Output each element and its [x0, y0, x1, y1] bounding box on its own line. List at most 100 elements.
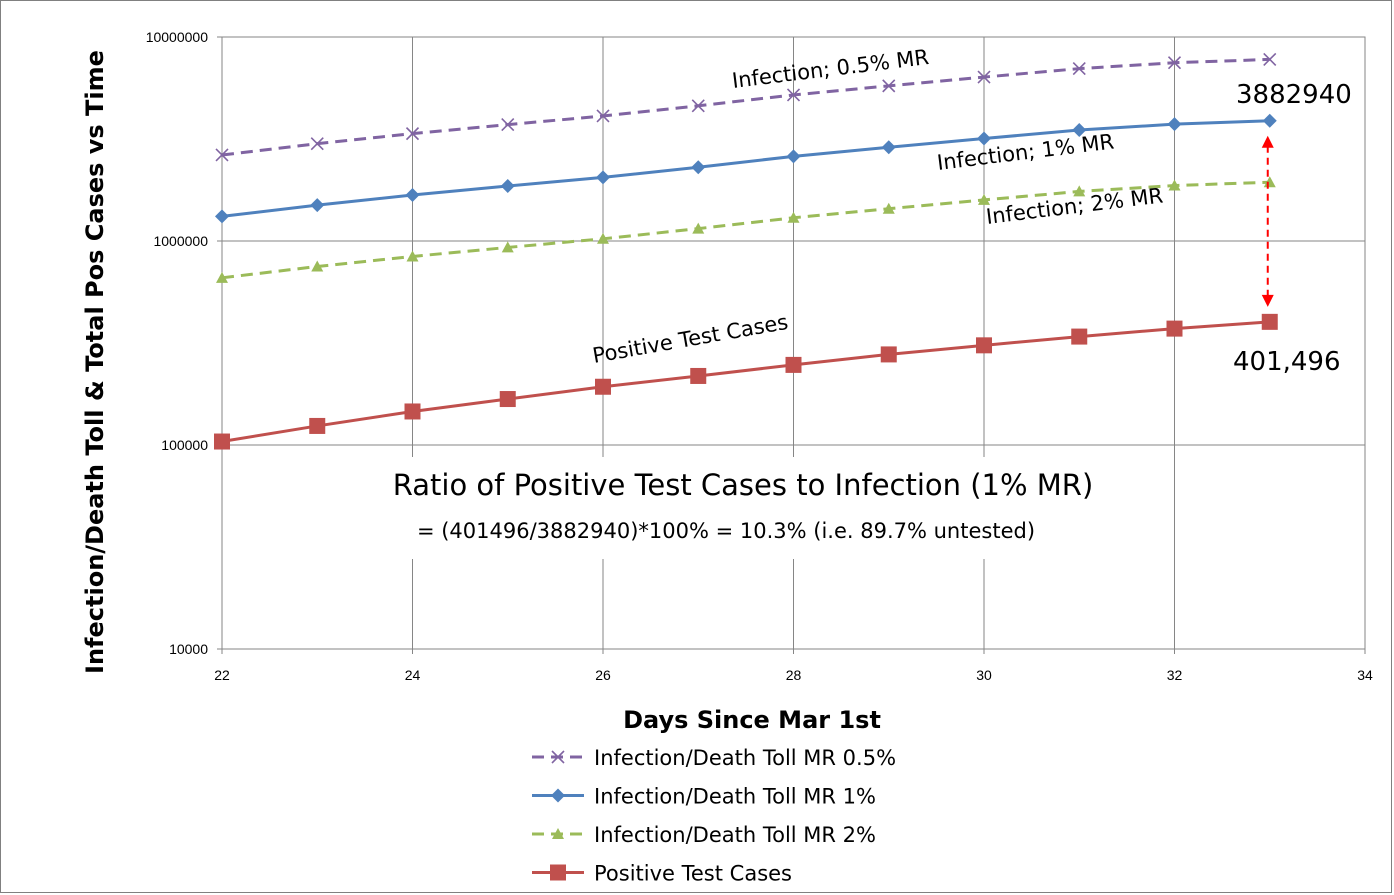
data-point — [1071, 328, 1088, 345]
series-line — [221, 320, 1270, 444]
data-point — [1261, 313, 1278, 330]
data-point — [1166, 320, 1183, 337]
y-tick-label: 10000000 — [146, 29, 209, 45]
x-tick-label: 26 — [595, 667, 611, 683]
data-point — [881, 140, 896, 155]
data-point — [977, 70, 991, 84]
data-point — [596, 170, 610, 185]
x-tick-label: 28 — [786, 667, 802, 683]
y-tick-label: 1000000 — [153, 233, 208, 249]
y-axis-title: Infection/Death Toll & Total Pos Cases v… — [81, 50, 109, 674]
data-point — [597, 232, 609, 244]
data-point — [880, 346, 897, 363]
series-3 — [216, 176, 1276, 283]
data-point — [499, 391, 516, 408]
data-point — [691, 160, 706, 175]
marker-stroke — [405, 127, 420, 141]
legend-label: Infection/Death Toll MR 2% — [594, 823, 876, 847]
marker-stroke — [596, 109, 610, 123]
data-point — [596, 109, 610, 123]
x-tick-label: 32 — [1167, 667, 1183, 683]
data-point — [976, 337, 992, 354]
data-point — [215, 209, 229, 224]
x-tick-label: 34 — [1357, 667, 1373, 683]
series-group — [214, 52, 1278, 450]
series-line — [221, 57, 1270, 157]
data-point — [215, 148, 229, 162]
data-point — [214, 433, 230, 450]
legend-label: Infection/Death Toll MR 0.5% — [594, 746, 896, 770]
series-line — [221, 119, 1270, 218]
value-label-bottom: 401,496 — [1233, 347, 1341, 377]
data-point — [1167, 117, 1182, 132]
legend-item-4: Positive Test Cases — [532, 862, 792, 886]
data-point — [501, 118, 515, 132]
data-point — [1168, 179, 1181, 191]
marker-stroke — [215, 148, 229, 162]
data-point — [310, 198, 325, 213]
data-point — [405, 127, 420, 141]
x-tick-label: 24 — [405, 667, 421, 683]
marker-stroke — [1167, 56, 1182, 70]
legend-marker — [550, 864, 566, 881]
data-point — [595, 378, 611, 395]
x-axis-title: Days Since Mar 1st — [623, 706, 881, 734]
legend-marker — [551, 788, 565, 803]
data-point — [978, 193, 990, 205]
difference-arrow — [1261, 135, 1274, 307]
arrow-head-down — [1261, 294, 1274, 307]
data-point — [787, 211, 800, 223]
x-tick-label: 22 — [214, 667, 230, 683]
data-point — [882, 79, 896, 93]
legend-item-1: Infection/Death Toll MR 0.5% — [532, 746, 896, 770]
data-point — [1073, 185, 1086, 197]
marker-stroke — [501, 118, 515, 132]
marker-stroke — [310, 137, 324, 151]
data-point — [785, 356, 802, 373]
data-point — [310, 137, 324, 151]
marker-stroke — [786, 88, 801, 102]
data-point — [406, 250, 419, 262]
tick-labels: 22 24 26 28 30 32 34 10000 100000 1000000 10000000 — [146, 29, 1373, 683]
ratio-annotation: Ratio of Positive Test Cases to Infectio… — [365, 457, 1122, 559]
x-tick-label: 30 — [976, 667, 992, 683]
data-point — [786, 88, 801, 102]
ratio-formula: = (401496/3882940)*100% = 10.3% (i.e. 89… — [417, 519, 1035, 543]
data-point — [692, 222, 705, 234]
ratio-annotation-background — [365, 457, 1122, 559]
arrow-head-up — [1261, 135, 1274, 148]
legend-label: Positive Test Cases — [594, 862, 792, 886]
series-line — [221, 180, 1270, 280]
legend-marker — [552, 828, 564, 839]
marker-stroke — [882, 79, 896, 93]
data-point — [1263, 52, 1277, 66]
data-point — [1072, 62, 1086, 76]
marker-stroke — [1072, 62, 1086, 76]
data-point — [311, 260, 324, 272]
data-point — [1072, 123, 1087, 138]
marker-stroke — [691, 99, 705, 113]
data-point — [691, 99, 705, 113]
ratio-title: Ratio of Positive Test Cases to Infectio… — [393, 468, 1094, 502]
legend-item-2: Infection/Death Toll MR 1% — [532, 785, 876, 809]
legend-marker — [551, 750, 565, 764]
y-tick-label: 10000 — [169, 641, 208, 657]
legend-label: Infection/Death Toll MR 1% — [594, 785, 876, 809]
data-point — [405, 188, 420, 203]
data-point — [690, 367, 707, 384]
data-point — [500, 179, 515, 194]
marker-stroke — [551, 750, 565, 764]
series-4 — [214, 313, 1278, 450]
data-point — [309, 417, 326, 434]
data-point — [404, 403, 421, 420]
series-1 — [215, 52, 1277, 162]
series-2 — [215, 113, 1277, 224]
data-point — [786, 149, 801, 164]
legend-item-3: Infection/Death Toll MR 2% — [532, 823, 876, 847]
data-point — [882, 202, 895, 214]
marker-stroke — [1263, 52, 1277, 66]
data-point — [977, 131, 991, 146]
data-point — [216, 271, 228, 283]
